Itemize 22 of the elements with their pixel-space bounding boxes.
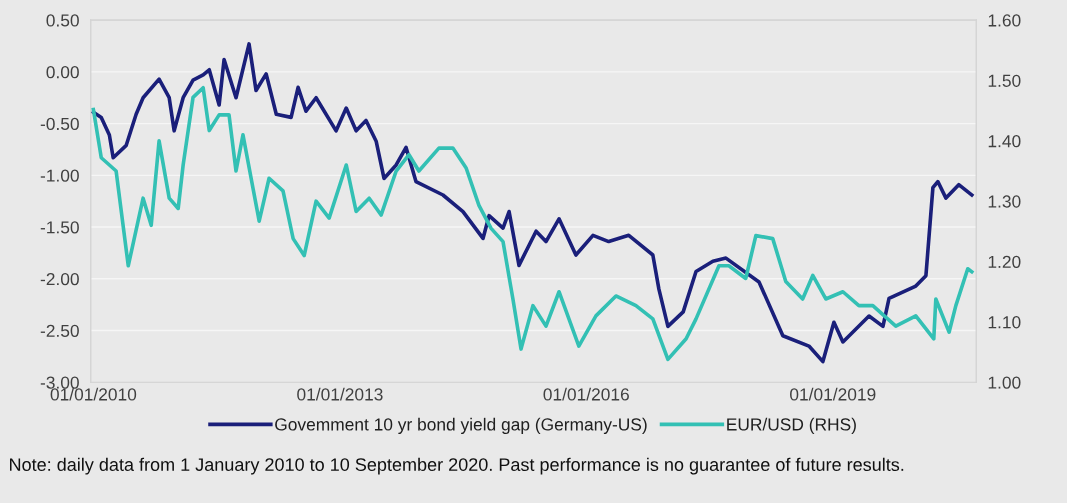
y-tick-label: -0.50	[40, 117, 79, 131]
y-tick-label: 0.00	[46, 66, 79, 79]
text: Note: daily data from 1 January 2010 to 10 September 2020. Past performance is no guarantee of future results.	[10, 457, 904, 475]
y-tick-label: 0.50	[46, 14, 79, 27]
y-tick-label: -2.00	[40, 272, 79, 286]
y2-tick-label: 1.10	[988, 316, 1021, 329]
y2-tick-label: 1.00	[988, 376, 1021, 389]
y2-tick-label: 1.50	[988, 74, 1021, 87]
x-tick-label: 01/01/2013	[297, 387, 383, 401]
x-tick-label: 01/01/2019	[790, 387, 876, 401]
legend-label: EUR/USD (RHS)	[727, 417, 856, 434]
legend-label: Govemment 10 yr bond yield gap (Germany-US)	[275, 417, 647, 435]
y-tick-label: -1.00	[40, 169, 79, 182]
y2-tick-label: 1.30	[988, 195, 1021, 208]
y2-tick-label: 1.40	[988, 135, 1021, 148]
y-tick-label: -1.50	[40, 221, 79, 234]
y2-tick-label: 1.60	[988, 14, 1021, 27]
y2-tick-label: 1.20	[988, 255, 1021, 269]
y-tick-label: -2.50	[40, 324, 79, 337]
y-tick-label: -3.00	[40, 376, 79, 389]
x-tick-label: 01/01/2016	[543, 387, 629, 401]
x-tick-label: 01/01/2010	[50, 387, 137, 401]
